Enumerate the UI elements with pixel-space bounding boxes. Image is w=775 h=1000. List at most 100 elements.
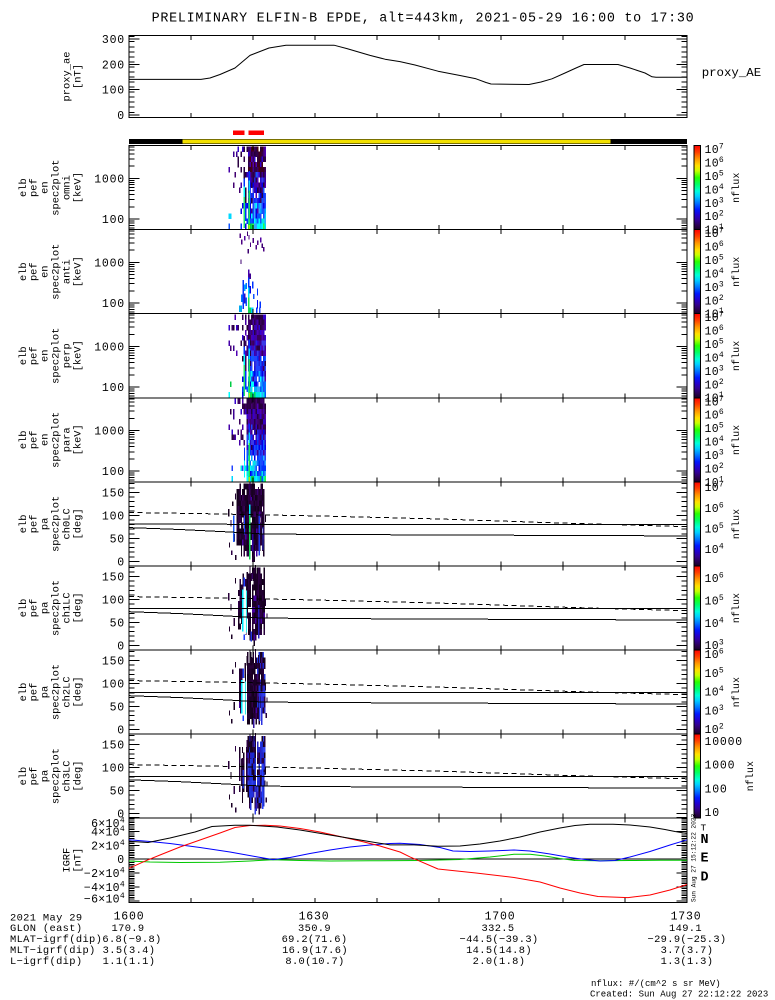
svg-text:spec2plot: spec2plot [51,748,63,804]
svg-text:[keV]: [keV] [72,172,84,203]
svg-text:100: 100 [102,85,125,98]
svg-text:150: 150 [102,572,125,585]
svg-text:2.0(1.8): 2.0(1.8) [473,956,526,968]
svg-text:106: 106 [705,572,725,587]
svg-text:1000: 1000 [705,760,736,773]
svg-text:[keV]: [keV] [72,256,84,287]
svg-text:10000: 10000 [705,736,744,749]
svg-text:nflux: nflux [731,256,742,286]
svg-text:100: 100 [102,466,125,479]
svg-text:anti: anti [61,259,73,284]
svg-text:ch1LC: ch1LC [61,592,73,623]
svg-text:105: 105 [705,254,725,269]
svg-text:omni: omni [61,175,73,200]
svg-text:0: 0 [117,854,125,867]
svg-text:MLAT−igrf(dip): MLAT−igrf(dip) [10,934,102,946]
svg-text:6.8(−9.8): 6.8(−9.8) [102,934,161,946]
svg-text:350.9: 350.9 [298,923,331,935]
svg-text:spec2plot: spec2plot [51,412,63,468]
svg-text:3.5(3.4): 3.5(3.4) [103,945,156,957]
svg-text:300: 300 [102,34,125,47]
svg-text:ch3LC: ch3LC [61,760,73,791]
svg-text:104: 104 [705,685,725,700]
svg-text:105: 105 [705,169,725,184]
svg-text:104: 104 [705,617,725,632]
svg-text:[nT]: [nT] [72,64,84,89]
svg-text:10: 10 [705,807,720,820]
svg-text:pef: pef [29,767,41,786]
svg-text:105: 105 [705,666,725,681]
svg-text:103: 103 [705,448,725,463]
svg-text:107: 107 [705,227,725,242]
svg-text:en: en [40,350,52,362]
svg-text:−44.5(−39.3): −44.5(−39.3) [459,934,538,946]
svg-text:T: T [701,823,707,834]
svg-text:−2×104: −2×104 [84,867,125,882]
svg-text:MLT−igrf(dip): MLT−igrf(dip) [10,945,96,957]
svg-text:102: 102 [705,210,725,225]
svg-text:spec2plot: spec2plot [51,328,63,384]
svg-text:elb: elb [18,430,30,449]
svg-text:14.5(14.8): 14.5(14.8) [466,945,532,957]
svg-text:1.3(1.3): 1.3(1.3) [661,956,714,968]
svg-text:105: 105 [705,594,725,609]
svg-text:50: 50 [110,702,125,715]
svg-text:ch2LC: ch2LC [61,676,73,707]
svg-text:−4×104: −4×104 [84,881,125,896]
svg-text:100: 100 [102,298,125,311]
svg-text:en: en [40,434,52,446]
svg-text:107: 107 [705,395,725,410]
svg-text:105: 105 [705,422,725,437]
svg-text:nflux: nflux [731,341,742,371]
svg-text:103: 103 [705,280,725,295]
svg-text:0: 0 [117,556,125,569]
svg-text:100: 100 [102,679,125,692]
svg-text:Created: Sun Aug 27 22:12:22 2: Created: Sun Aug 27 22:12:22 2023 [590,990,768,1000]
svg-text:spec2plot: spec2plot [51,496,63,552]
svg-text:pa: pa [40,686,52,698]
svg-text:D: D [701,871,710,886]
svg-text:6×104: 6×104 [91,817,125,832]
svg-text:0: 0 [117,809,125,822]
svg-text:102: 102 [705,294,725,309]
svg-text:[deg]: [deg] [72,592,84,623]
svg-text:103: 103 [705,196,725,211]
svg-text:nflux: nflux [745,761,756,791]
svg-text:1630: 1630 [299,911,330,924]
svg-text:nflux: nflux [731,425,742,455]
svg-text:pef: pef [29,346,41,365]
svg-text:107: 107 [705,311,725,326]
svg-text:0: 0 [117,110,125,123]
svg-text:100: 100 [102,595,125,608]
svg-text:[deg]: [deg] [72,676,84,707]
svg-text:3.7(3.7): 3.7(3.7) [661,945,714,957]
svg-text:104: 104 [705,351,725,366]
svg-text:elb: elb [18,599,30,618]
svg-text:GLON (east): GLON (east) [10,923,82,935]
svg-text:elb: elb [18,346,30,365]
svg-text:50: 50 [110,533,125,546]
svg-text:69.2(71.6): 69.2(71.6) [282,934,348,946]
svg-text:spec2plot: spec2plot [51,160,63,216]
svg-text:50: 50 [110,786,125,799]
svg-text:2021 May 29: 2021 May 29 [10,912,82,924]
svg-text:pef: pef [29,599,41,618]
svg-text:4×104: 4×104 [91,825,125,840]
svg-text:pa: pa [40,518,52,530]
svg-text:100: 100 [102,510,125,523]
svg-text:8.0(10.7): 8.0(10.7) [285,956,344,968]
svg-text:100: 100 [102,214,125,227]
svg-text:104: 104 [705,183,725,198]
svg-text:L−igrf(dip): L−igrf(dip) [10,956,82,968]
svg-text:nflux: nflux [731,172,742,202]
svg-text:102: 102 [705,462,725,477]
svg-text:−6×104: −6×104 [84,892,125,907]
svg-text:pef: pef [29,515,41,534]
svg-text:spec2plot: spec2plot [51,664,63,720]
svg-text:1000: 1000 [94,173,125,186]
svg-text:106: 106 [705,408,725,423]
svg-text:N: N [701,833,710,848]
svg-text:0: 0 [117,640,125,653]
svg-text:150: 150 [102,740,125,753]
svg-text:[deg]: [deg] [72,508,84,539]
